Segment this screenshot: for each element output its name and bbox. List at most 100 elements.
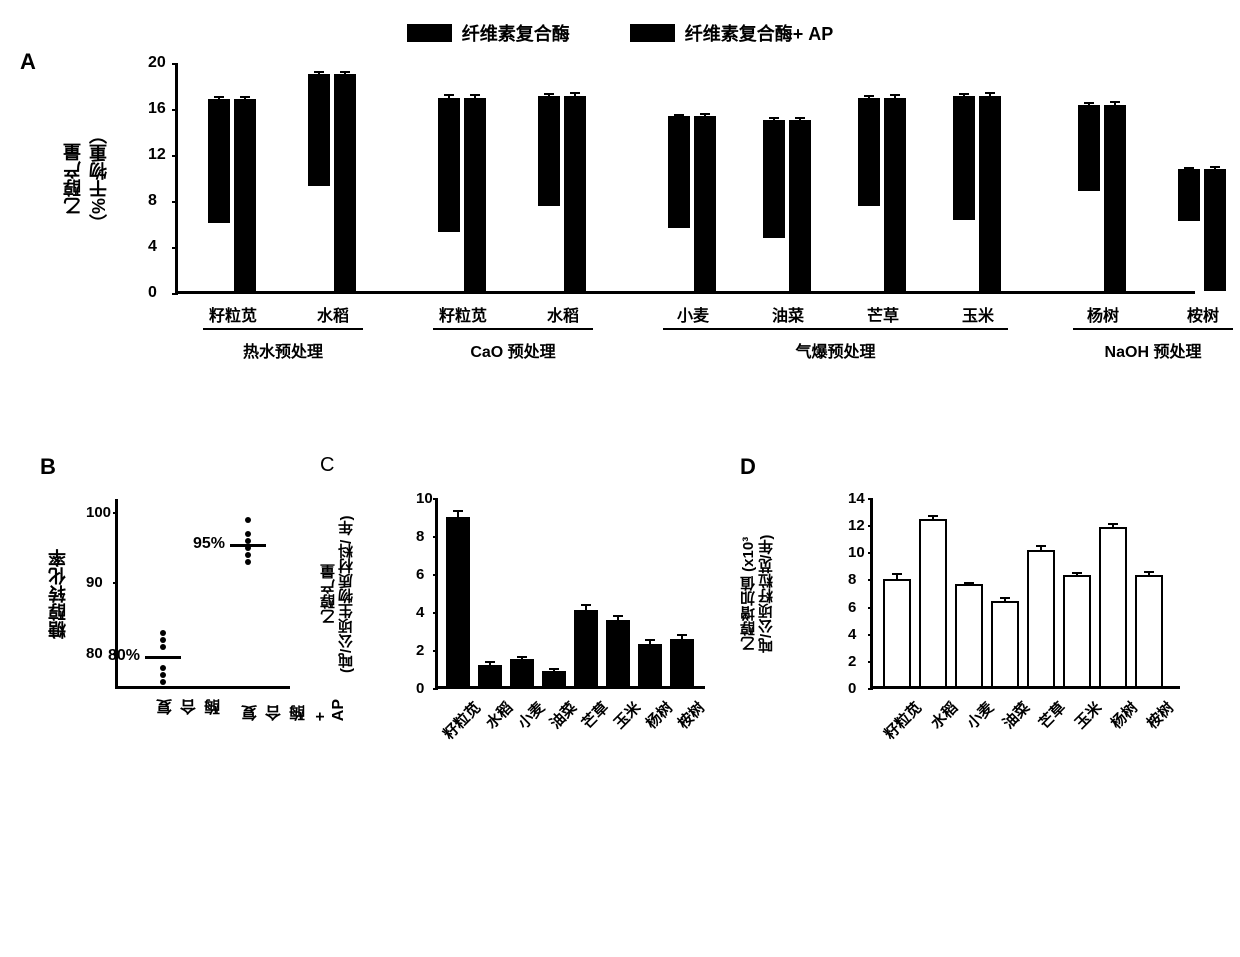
error-bar: [544, 93, 554, 95]
xtick-label: 籽粒苋: [198, 302, 268, 326]
panel-a-ylabel: 乙醇产量 （%干物重）: [60, 114, 112, 244]
bar-group: [668, 116, 716, 291]
scatter-dot: [160, 665, 166, 671]
scatter-dot: [160, 644, 166, 650]
legend: 纤维素复合酶 纤维素复合酶+ AP: [20, 20, 1220, 46]
error-bar: [570, 92, 580, 95]
bar: [1204, 169, 1226, 291]
bar: [1135, 575, 1163, 686]
scatter-dot: [245, 552, 251, 558]
error-bar: [795, 117, 805, 120]
error-bar: [1036, 545, 1046, 550]
ytick-mark: [868, 634, 873, 636]
ytick: 12: [148, 146, 166, 164]
ytick-mark: [172, 155, 178, 157]
bar: [670, 639, 694, 687]
xtick-label: 油菜: [753, 302, 823, 326]
legend-swatch-icon: [407, 24, 452, 42]
ytick-mark: [172, 63, 178, 65]
ytick-mark: [172, 201, 178, 203]
error-bar: [549, 668, 559, 671]
ytick: 8: [416, 528, 424, 545]
ytick: 8: [848, 571, 856, 588]
bar: [334, 74, 356, 291]
error-bar: [214, 96, 224, 99]
group-line: [433, 328, 593, 330]
legend-item-2: 纤维素复合酶+ AP: [630, 20, 834, 46]
panel-d-label: D: [740, 454, 756, 480]
error-bar: [1072, 572, 1082, 575]
ytick: 12: [848, 517, 865, 534]
ytick-mark: [433, 498, 438, 500]
ytick: 6: [416, 566, 424, 583]
ytick: 10: [848, 544, 865, 561]
bar: [538, 96, 560, 206]
ytick: 6: [848, 599, 856, 616]
xtick-label: 小麦: [658, 302, 728, 326]
ytick-mark: [868, 688, 873, 690]
group-line: [663, 328, 1008, 330]
bar: [884, 98, 906, 291]
ytick-mark: [433, 536, 438, 538]
median-annotation: 95%: [193, 535, 225, 553]
error-bar: [485, 661, 495, 665]
error-bar: [314, 71, 324, 73]
group-label: NaOH 预处理: [1073, 338, 1233, 362]
bar: [955, 584, 983, 686]
ytick: 2: [848, 653, 856, 670]
error-bar: [1210, 166, 1220, 169]
ytick: 80: [86, 645, 103, 662]
ytick: 0: [148, 284, 157, 302]
bar-group: [1178, 169, 1226, 291]
error-bar: [890, 94, 900, 97]
error-bar: [470, 94, 480, 98]
ytick-mark: [172, 109, 178, 111]
ytick: 16: [148, 100, 166, 118]
scatter-dot: [160, 630, 166, 636]
ytick-mark: [868, 498, 873, 500]
panel-d-plot: 02468101214籽粒苋水稻小麦油菜芒草玉米杨树桉树: [870, 499, 1180, 689]
bar: [1078, 105, 1100, 191]
bar: [208, 99, 230, 223]
bar: [510, 659, 534, 686]
bar: [694, 116, 716, 291]
error-bar: [1000, 597, 1010, 600]
scatter-dot: [160, 672, 166, 678]
error-bar: [581, 604, 591, 610]
ytick: 4: [848, 626, 856, 643]
bar: [478, 665, 502, 686]
panel-c-label: C: [320, 454, 334, 477]
panel-b-ylabel: 糖醇转化率: [45, 544, 71, 644]
bar-group: [438, 98, 486, 291]
bar: [953, 96, 975, 220]
panel-a: 乙醇产量 （%干物重） 048121620籽粒苋水稻籽粒苋水稻小麦油菜芒草玉米杨…: [60, 54, 1220, 394]
error-bar: [340, 71, 350, 74]
ytick-mark: [172, 293, 178, 295]
error-bar: [453, 510, 463, 517]
bar: [979, 96, 1001, 292]
ytick-mark: [172, 247, 178, 249]
panel-a-label: A: [20, 49, 36, 75]
ytick-mark: [868, 607, 873, 609]
bar: [1027, 550, 1055, 686]
error-bar: [444, 94, 454, 97]
error-bar: [674, 114, 684, 116]
bar: [234, 99, 256, 291]
bar: [883, 579, 911, 686]
legend-item-1: 纤维素复合酶: [407, 20, 570, 46]
ytick: 0: [416, 680, 424, 697]
ytick: 8: [148, 192, 157, 210]
panel-b-label: B: [40, 454, 56, 480]
ytick: 20: [148, 54, 166, 72]
bar-group: [763, 120, 811, 291]
panel-d-ylabel: 乙醇增加值 (x10³ 吨/公顷籽粒苋/年): [740, 509, 776, 679]
legend-text-2: 纤维素复合酶+ AP: [685, 20, 834, 46]
bar-group: [308, 74, 356, 291]
ylabel-line1: 乙醇产量: [63, 143, 83, 215]
ytick-mark: [113, 512, 118, 514]
group-line: [203, 328, 363, 330]
bar: [991, 601, 1019, 687]
ytick-mark: [433, 650, 438, 652]
ytick-mark: [433, 612, 438, 614]
error-bar: [928, 515, 938, 519]
